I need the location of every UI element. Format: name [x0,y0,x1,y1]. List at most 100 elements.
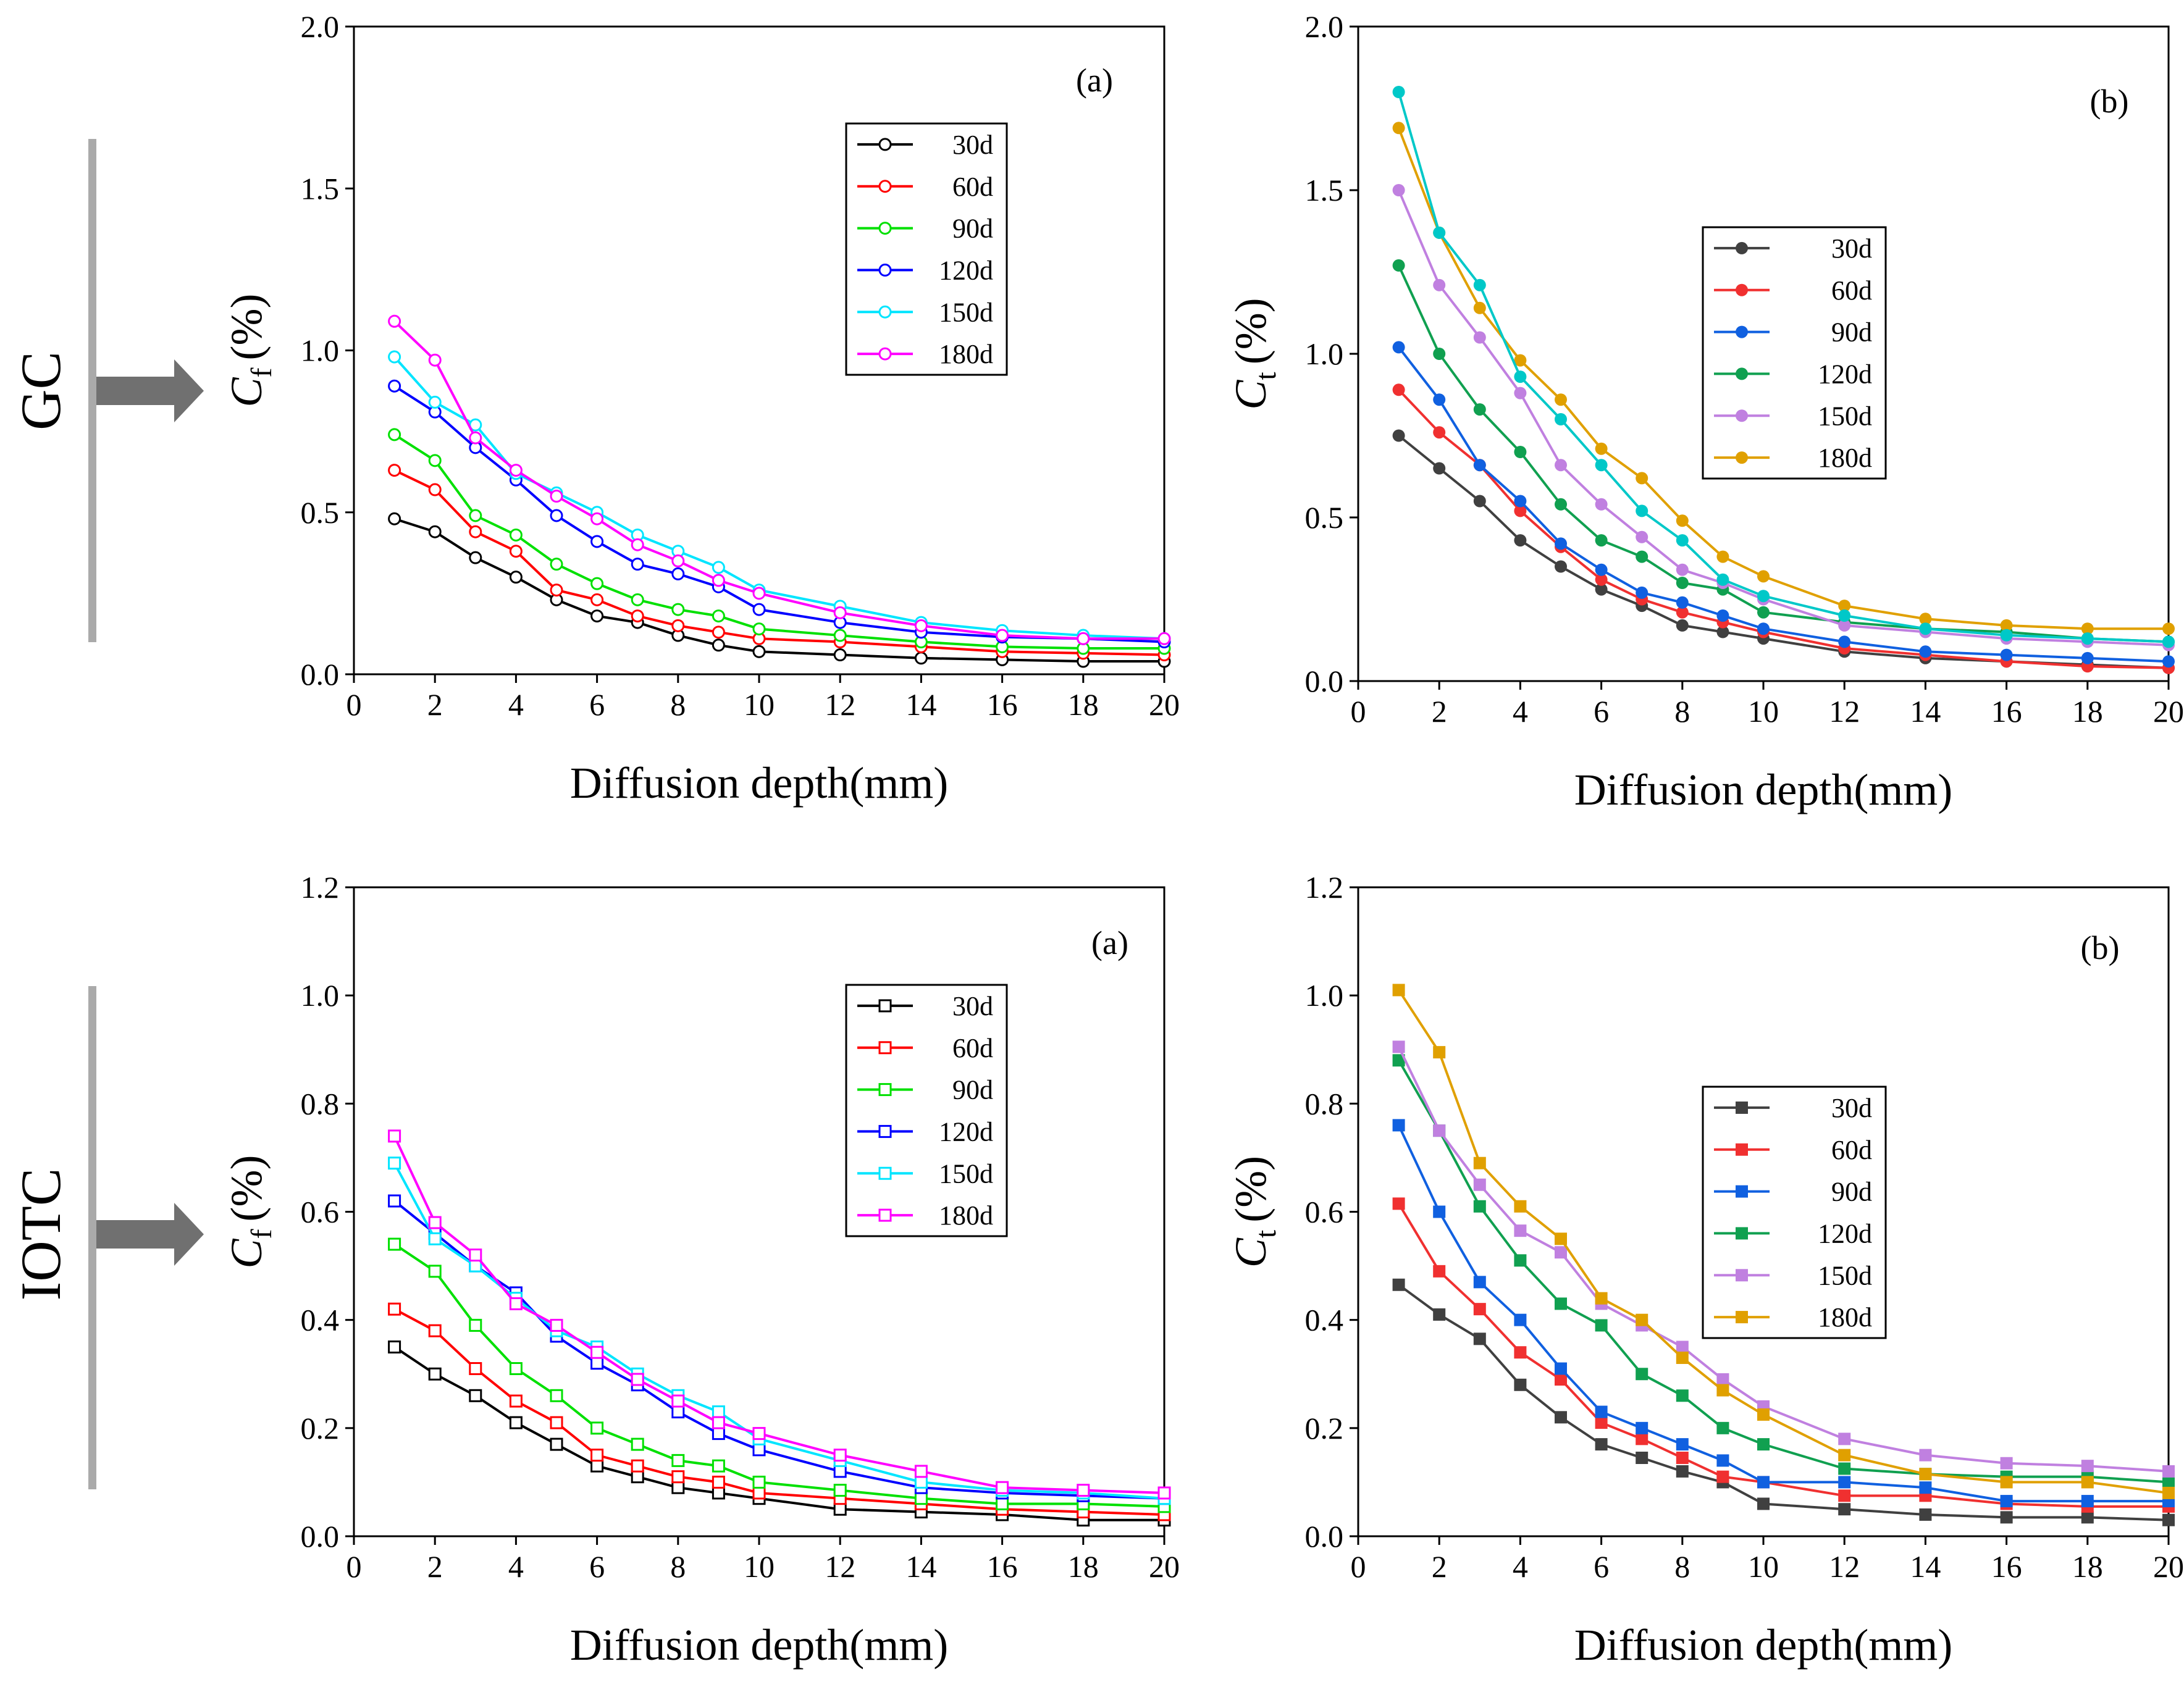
data-point [2000,1511,2013,1524]
data-point [1433,1308,1446,1321]
x-tick-label: 10 [1748,694,1779,729]
data-point [550,490,563,503]
data-point [1392,1278,1405,1291]
legend-label: 120d [939,1116,993,1147]
data-point [388,1340,401,1353]
data-point [590,1449,604,1462]
iotc-side-group: IOTC [9,986,204,1489]
data-point [1473,1303,1486,1316]
y-tick-label: 0.8 [1305,1086,1344,1121]
data-point [712,609,725,623]
legend-marker [1736,1227,1748,1240]
x-tick-label: 2 [427,1549,443,1584]
x-tick-label: 20 [1149,687,1180,722]
x-tick-label: 12 [1829,694,1860,729]
x-tick-label: 14 [905,1549,936,1584]
data-point [1636,586,1648,599]
data-point [1636,550,1648,563]
series-90d [388,428,1171,655]
data-point [1676,596,1689,609]
data-point [2162,1486,2175,1499]
data-point [996,1481,1009,1494]
legend-marker [878,1124,892,1138]
data-point [590,535,604,548]
series-180d [388,314,1171,645]
data-point [1392,984,1405,997]
legend: 30d 60d 90d 120d 150d 180d [845,984,1008,1237]
data-point [712,574,725,587]
data-point [1757,1476,1770,1489]
legend-marker [878,263,892,277]
data-point [1757,590,1770,603]
data-point [1716,573,1729,586]
data-point [428,483,442,496]
data-point [1716,550,1729,563]
series-line [393,1136,1165,1494]
y-tick-label: 0.5 [1305,500,1344,535]
data-point [1838,1503,1851,1516]
x-tick-label: 18 [2072,694,2103,729]
data-point [1514,504,1527,517]
y-tick-label: 1.5 [1305,173,1344,207]
x-tick-label: 14 [905,687,936,722]
data-point [1473,1178,1486,1191]
data-point [1716,1470,1729,1483]
right-arrow-icon [96,359,204,422]
data-point [2000,1495,2013,1508]
data-point [1392,429,1405,442]
y-tick-label: 0.0 [301,657,340,692]
series-150d [388,1157,1171,1505]
legend-label: 30d [1831,1093,1872,1123]
legend-label: 90d [952,1075,993,1105]
gc-side-bar [88,139,96,642]
data-point [1514,370,1527,383]
data-point [1676,1465,1689,1478]
data-point [1555,498,1567,511]
data-point [509,1362,523,1375]
data-point [1514,1346,1527,1359]
data-point [1077,1484,1090,1497]
legend-marker [1736,283,1748,296]
data-point [1676,514,1689,527]
legend-label: 30d [952,991,993,1021]
data-point [1595,459,1608,472]
legend: 30d 60d 90d 120d 150d 180d [845,122,1008,376]
legend-label: 180d [939,1200,993,1231]
series-line [393,1243,1165,1508]
data-point [428,1232,442,1245]
series-120d [388,1194,1171,1505]
x-tick-label: 0 [346,1549,362,1584]
series-150d [388,350,1171,645]
y-tick-label: 2.0 [1305,9,1344,44]
data-point [1473,459,1486,472]
data-point [1595,1438,1608,1451]
data-point [671,1454,685,1467]
data-point [833,1502,847,1516]
panel-tag: (b) [2081,929,2120,966]
series-extra [1392,86,2175,648]
y-tick-label: 0.4 [301,1303,340,1337]
y-axis-title-sub: f [245,1229,278,1239]
data-point [1676,1438,1689,1451]
y-axis-title: Ct (%) [1226,1156,1282,1268]
y-axis-title: Ct (%) [1226,298,1282,409]
data-point [671,619,685,632]
data-point [631,1470,644,1484]
legend-label: 180d [939,339,993,369]
legend-marker [878,1083,892,1097]
data-point [590,1357,604,1370]
legend-marker [878,305,892,319]
x-tick-label: 20 [2153,694,2184,729]
legend-marker [878,138,892,151]
legend-marker [878,347,892,361]
data-point [1555,459,1567,472]
y-axis-title-main: C [222,377,271,407]
legend-marker [1736,1101,1748,1114]
data-point [388,428,401,441]
legend-marker [878,1208,892,1222]
y-tick-label: 1.2 [301,870,340,905]
data-point [428,1324,442,1337]
data-point [550,509,563,522]
data-point [2000,629,2013,642]
